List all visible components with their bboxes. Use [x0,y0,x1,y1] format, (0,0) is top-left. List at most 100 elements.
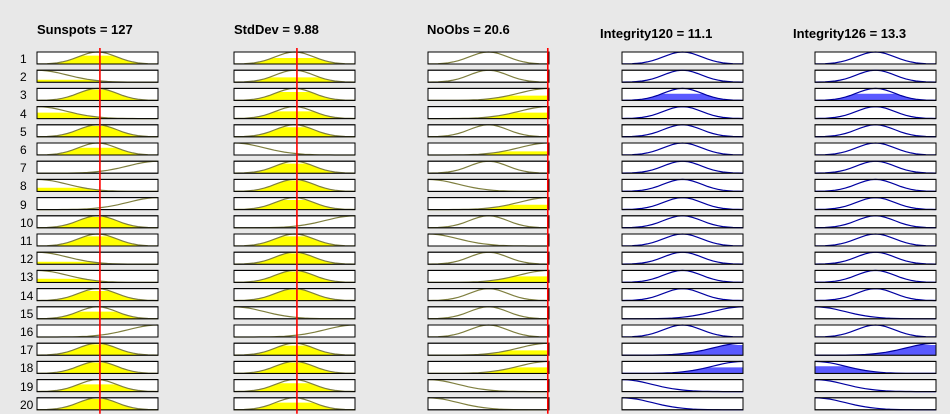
rule-cell-border [233,379,356,393]
membership-fill [234,111,355,119]
rule-cell [814,251,937,265]
column-title-noobs: NoObs = 20.6 [427,22,510,37]
membership-fill [428,112,549,119]
membership-fill [37,236,158,246]
row-number: 4 [20,106,27,121]
rule-cell-border [427,306,550,320]
row-number: 13 [20,270,34,285]
rule-cell-border [233,251,356,265]
rule-cell-border [427,87,550,101]
rule-cell-border [814,160,937,174]
rule-cell [814,269,937,283]
rule-cell-border [36,379,159,393]
row-number: 10 [20,215,34,230]
rule-cell-border [621,142,744,156]
rule-cell [621,233,744,247]
rule-cell-border [621,51,744,65]
rule-cell-border [814,69,937,83]
rule-cell [427,160,550,174]
rule-cell-border [621,178,744,192]
rule-cell-border [814,178,937,192]
rule-cell [427,324,550,338]
membership-fill [815,366,936,374]
membership-fill [428,276,549,283]
rule-cell-border [36,160,159,174]
membership-fill [234,402,355,410]
membership-fill [37,55,158,64]
rule-cell-border [814,215,937,229]
rule-cell [621,124,744,138]
rule-cell-border [427,106,550,120]
rule-cell [427,306,550,320]
rule-cell-border [621,397,744,411]
rule-cell [427,51,550,65]
rule-cell-border [36,251,159,265]
membership-fill [37,187,158,192]
rule-cell-border [814,360,937,374]
rule-cell-border [814,306,937,320]
column-title-integrity120: Integrity120 = 11.1 [600,26,713,41]
rule-cell [621,69,744,83]
row-number: 14 [20,288,34,303]
membership-fill [37,278,158,283]
rule-cell-border [814,379,937,393]
rule-cell [814,106,937,120]
rule-cell-border [427,342,550,356]
rule-cell-border [427,142,550,156]
rule-cell [621,142,744,156]
rule-cell-border [36,342,159,356]
rule-cell-border [814,397,937,411]
rule-cell [814,69,937,83]
membership-fill [234,163,355,174]
row-number: 5 [20,124,27,139]
rule-cell-border [233,269,356,283]
rule-cell-border [233,106,356,120]
membership-fill [815,345,936,356]
row-number: 7 [20,161,27,176]
rule-cell-border [427,251,550,265]
rule-cell [814,197,937,211]
rule-cell-border [36,324,159,338]
rule-cell-border [233,215,356,229]
rule-cell-border [233,51,356,65]
rule-cell-border [814,233,937,247]
rule-cell-border [36,288,159,302]
rule-cell-border [36,233,159,247]
membership-fill [622,93,743,101]
rule-cell-border [621,160,744,174]
membership-fill [234,200,355,210]
rule-cell-border [233,342,356,356]
rule-cell [427,251,550,265]
membership-fill [234,236,355,246]
rule-cell-border [621,215,744,229]
rule-cell [621,197,744,211]
rule-cell-border [36,69,159,83]
column-title-sunspots: Sunspots = 127 [37,22,133,37]
rule-cell-border [36,106,159,120]
membership-fill [622,367,743,374]
rule-cell-border [427,178,550,192]
rule-cell-border [814,342,937,356]
rule-cell-border [621,233,744,247]
membership-fill [428,204,549,210]
rule-cell-border [621,379,744,393]
rule-cell-border [36,269,159,283]
rule-cell-border [36,124,159,138]
rule-cell [621,160,744,174]
rule-cell [427,69,550,83]
rule-cell [427,215,550,229]
membership-fill [234,383,355,392]
rule-cell-border [621,251,744,265]
rule-cell-border [621,87,744,101]
rule-cell-border [814,124,937,138]
column-title-integrity126: Integrity126 = 13.3 [793,26,907,41]
rule-cell-border [621,288,744,302]
rule-cell-border [36,197,159,211]
rule-cell-border [427,397,550,411]
rule-cell-border [621,106,744,120]
rule-cell-border [621,197,744,211]
rule-cell-border [621,360,744,374]
rule-cell-border [233,288,356,302]
rule-cell-border [621,269,744,283]
row-number: 15 [20,306,34,321]
